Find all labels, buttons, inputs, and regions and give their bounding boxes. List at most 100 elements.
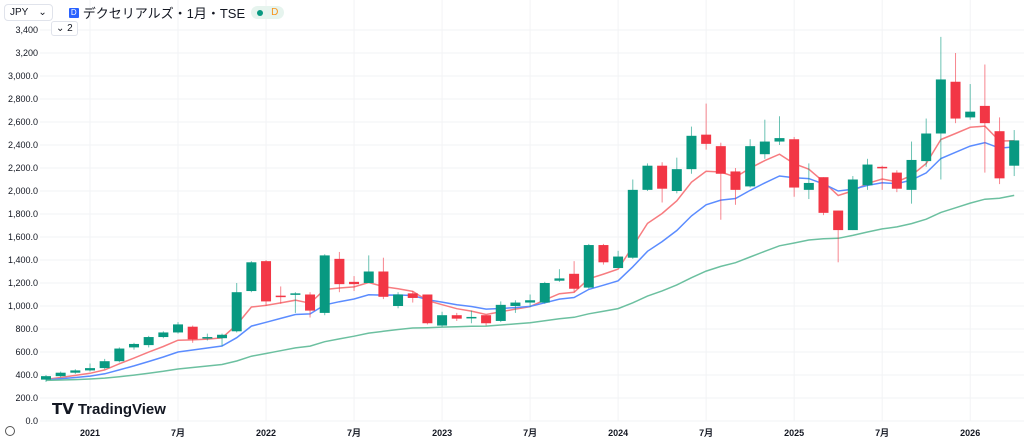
y-tick-label: 2,600.0 — [8, 117, 38, 127]
tradingview-logo-icon: 𝗧𝗩 — [52, 401, 74, 418]
candle-body — [290, 293, 301, 295]
candle-body — [583, 245, 594, 288]
candle-body — [891, 172, 902, 189]
symbol-title[interactable]: D デクセリアルズ・1月・TSE — [68, 3, 246, 22]
candle-body — [334, 258, 345, 285]
candle-body — [451, 315, 462, 319]
candle-body — [774, 138, 785, 142]
candle-body — [803, 182, 814, 190]
x-tick-label: 2021 — [80, 428, 100, 438]
candle-body — [481, 315, 492, 324]
x-tick-label: 2023 — [432, 428, 452, 438]
candle-body — [657, 165, 668, 189]
candle-body — [187, 326, 198, 340]
y-tick-label: 200.0 — [15, 393, 38, 403]
candle-body — [525, 300, 536, 303]
y-tick-label: 2,800.0 — [8, 94, 38, 104]
moving-average-line — [45, 194, 1015, 382]
candle-body — [217, 334, 228, 339]
candle-body — [539, 283, 550, 303]
y-tick-label: 2,400.0 — [8, 140, 38, 150]
candle-body — [950, 81, 961, 119]
candle-body — [818, 177, 829, 213]
currency-label: JPY — [10, 7, 29, 18]
candle-body — [114, 348, 125, 362]
candle-body — [847, 179, 858, 231]
candle-body — [862, 164, 873, 186]
candle-body — [965, 111, 976, 118]
candle-body — [319, 255, 330, 313]
candle-body — [671, 169, 682, 191]
y-tick-label: 800.0 — [15, 324, 38, 334]
candle-body — [701, 134, 712, 144]
candle-body — [261, 261, 272, 302]
candle-body — [730, 171, 741, 190]
candle-body — [921, 133, 932, 162]
chevron-down-icon: ⌄ — [56, 23, 65, 34]
candle-body — [759, 141, 770, 155]
candle-body — [745, 146, 756, 187]
y-tick-label: 1,200.0 — [8, 278, 38, 288]
candle-body — [1009, 140, 1020, 166]
y-tick-label: 600.0 — [15, 347, 38, 357]
candle-body — [979, 105, 990, 124]
y-tick-label: 1,600.0 — [8, 232, 38, 242]
candle-body — [231, 292, 242, 332]
candle-body — [877, 166, 888, 169]
chevron-down-icon: ⌄ — [38, 7, 47, 18]
x-tick-label: 2022 — [256, 428, 276, 438]
y-tick-label: 1,000.0 — [8, 301, 38, 311]
y-tick-label: 2,000.0 — [8, 186, 38, 196]
candle-body — [305, 294, 316, 311]
indicators-toggle-button[interactable]: ⌄ 2 — [51, 21, 78, 36]
candle-body — [613, 256, 624, 269]
x-tick-label: 7月 — [171, 428, 185, 438]
candle-body — [554, 278, 565, 281]
symbol-label: デクセリアルズ・1月・TSE — [82, 6, 246, 21]
y-tick-label: 2,200.0 — [8, 163, 38, 173]
candle-body — [994, 131, 1005, 179]
candle-body — [906, 159, 917, 190]
candle-body — [437, 315, 448, 326]
x-tick-label: 2024 — [608, 428, 628, 438]
candle-body — [627, 189, 638, 258]
x-tick-label: 7月 — [699, 428, 713, 438]
candle-body — [202, 337, 213, 339]
candle-body — [85, 368, 95, 371]
market-open-icon — [257, 9, 264, 16]
y-tick-label: 3,000.0 — [8, 71, 38, 81]
currency-selector[interactable]: JPY ⌄ — [4, 4, 53, 21]
candle-body — [99, 361, 110, 369]
candle-body — [363, 271, 374, 283]
y-tick-label: 400.0 — [15, 370, 38, 380]
candle-body — [569, 273, 580, 289]
candle-body — [70, 370, 81, 373]
candle-body — [510, 302, 521, 306]
x-tick-label: 7月 — [347, 428, 361, 438]
candle-body — [833, 210, 844, 231]
status-letter: D — [271, 7, 279, 18]
x-tick-label: 7月 — [875, 428, 889, 438]
candle-body — [495, 304, 506, 321]
chart-header: JPY ⌄ D デクセリアルズ・1月・TSE D — [4, 3, 285, 22]
candle-body — [407, 293, 418, 298]
candle-body — [466, 316, 477, 319]
settings-icon[interactable] — [5, 426, 15, 436]
candle-body — [642, 165, 653, 190]
candle-body — [349, 281, 360, 285]
candle-body — [686, 135, 697, 170]
tradingview-logo[interactable]: 𝗧𝗩 TradingView — [52, 400, 166, 419]
exchange-icon: D — [68, 7, 79, 18]
candle-body — [789, 139, 800, 188]
logo-text: TradingView — [77, 400, 166, 418]
indicators-count: 2 — [67, 23, 73, 34]
candle-body — [40, 376, 51, 380]
candle-body — [598, 245, 609, 263]
y-tick-label: 0.0 — [25, 416, 38, 426]
market-status-badge[interactable]: D — [251, 6, 285, 19]
x-tick-label: 7月 — [523, 428, 537, 438]
candle-body — [158, 332, 169, 338]
candle-body — [935, 79, 946, 134]
x-tick-label: 2026 — [960, 428, 980, 438]
